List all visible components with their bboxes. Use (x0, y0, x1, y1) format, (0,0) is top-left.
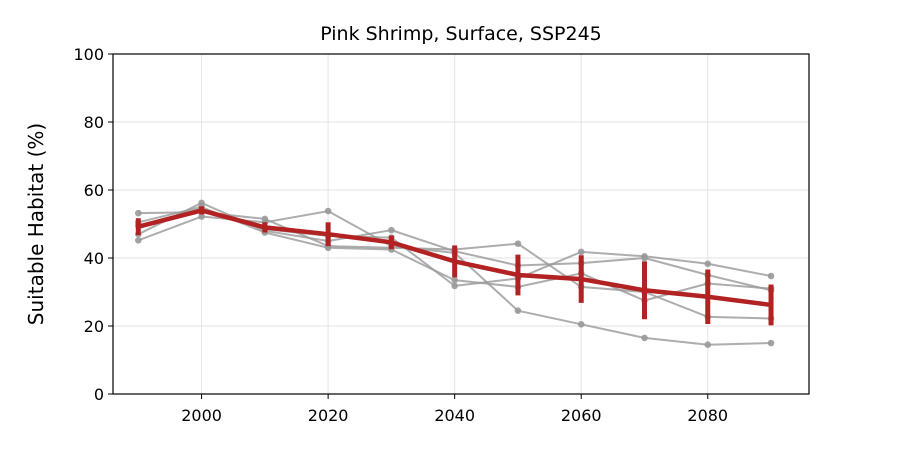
chart-title: Pink Shrimp, Surface, SSP245 (320, 23, 602, 45)
series-point (767, 339, 775, 347)
y-tick-label: 60 (84, 181, 104, 200)
x-tick-label: 2040 (434, 406, 475, 425)
y-tick-label: 100 (73, 45, 104, 64)
x-tick-label: 2080 (687, 406, 728, 425)
x-tick-label: 2000 (181, 406, 222, 425)
y-axis-label: Suitable Habitat (%) (24, 123, 48, 325)
plot-frame (112, 53, 810, 395)
grid (113, 53, 809, 395)
x-tick-label: 2020 (308, 406, 349, 425)
series-point (198, 199, 205, 207)
y-tick-label: 0 (94, 385, 104, 404)
series-point (704, 260, 712, 268)
series-point (704, 341, 712, 349)
series-point (135, 209, 142, 217)
series-point (324, 207, 332, 215)
mean-layer (135, 206, 774, 326)
y-tick-label: 80 (84, 113, 104, 132)
series-point (767, 272, 775, 280)
series-point (641, 334, 648, 342)
x-tick-label: 2060 (561, 406, 602, 425)
y-tick-label: 20 (84, 317, 104, 336)
series-point (514, 307, 522, 315)
series-point (514, 240, 522, 248)
series-point (135, 237, 142, 244)
mean-line (137, 208, 772, 308)
series-point (451, 276, 458, 284)
series-point (324, 244, 332, 252)
series-point (577, 321, 585, 328)
series-point (641, 254, 648, 262)
series-point (198, 213, 205, 220)
series-point (577, 248, 585, 256)
y-tick-label: 40 (84, 249, 104, 268)
series-point (451, 282, 458, 290)
series-point (388, 226, 395, 234)
